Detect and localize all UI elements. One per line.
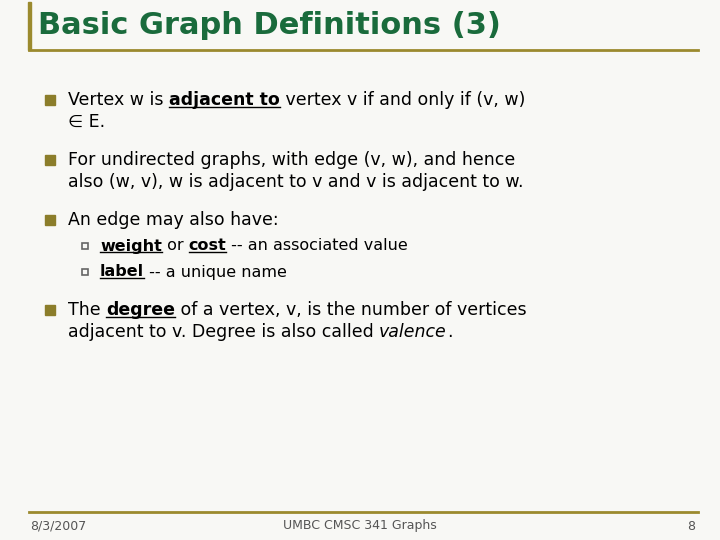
Text: also (w, v), w is adjacent to v and v is adjacent to w.: also (w, v), w is adjacent to v and v is…	[68, 173, 523, 191]
Text: of a vertex, v, is the number of vertices: of a vertex, v, is the number of vertice…	[175, 301, 527, 319]
Text: Vertex w is: Vertex w is	[68, 91, 169, 109]
Text: vertex v if and only if (v, w): vertex v if and only if (v, w)	[280, 91, 525, 109]
Text: Basic Graph Definitions (3): Basic Graph Definitions (3)	[38, 11, 501, 40]
Text: ∈ E.: ∈ E.	[68, 113, 105, 131]
Text: An edge may also have:: An edge may also have:	[68, 211, 279, 229]
Text: weight: weight	[100, 239, 162, 253]
Text: adjacent to: adjacent to	[169, 91, 280, 109]
Text: degree: degree	[106, 301, 175, 319]
Text: The: The	[68, 301, 106, 319]
Text: label: label	[100, 265, 144, 280]
Text: .: .	[447, 323, 452, 341]
Text: UMBC CMSC 341 Graphs: UMBC CMSC 341 Graphs	[283, 519, 437, 532]
Text: cost: cost	[189, 239, 226, 253]
Text: valence: valence	[379, 323, 447, 341]
Text: 8: 8	[687, 519, 695, 532]
Text: For undirected graphs, with edge (v, w), and hence: For undirected graphs, with edge (v, w),…	[68, 151, 516, 169]
Bar	[28, 2, 31, 50]
Text: -- a unique name: -- a unique name	[144, 265, 287, 280]
Text: or: or	[162, 239, 189, 253]
Text: 8/3/2007: 8/3/2007	[30, 519, 86, 532]
Text: -- an associated value: -- an associated value	[226, 239, 408, 253]
Text: adjacent to v. Degree is also called: adjacent to v. Degree is also called	[68, 323, 379, 341]
